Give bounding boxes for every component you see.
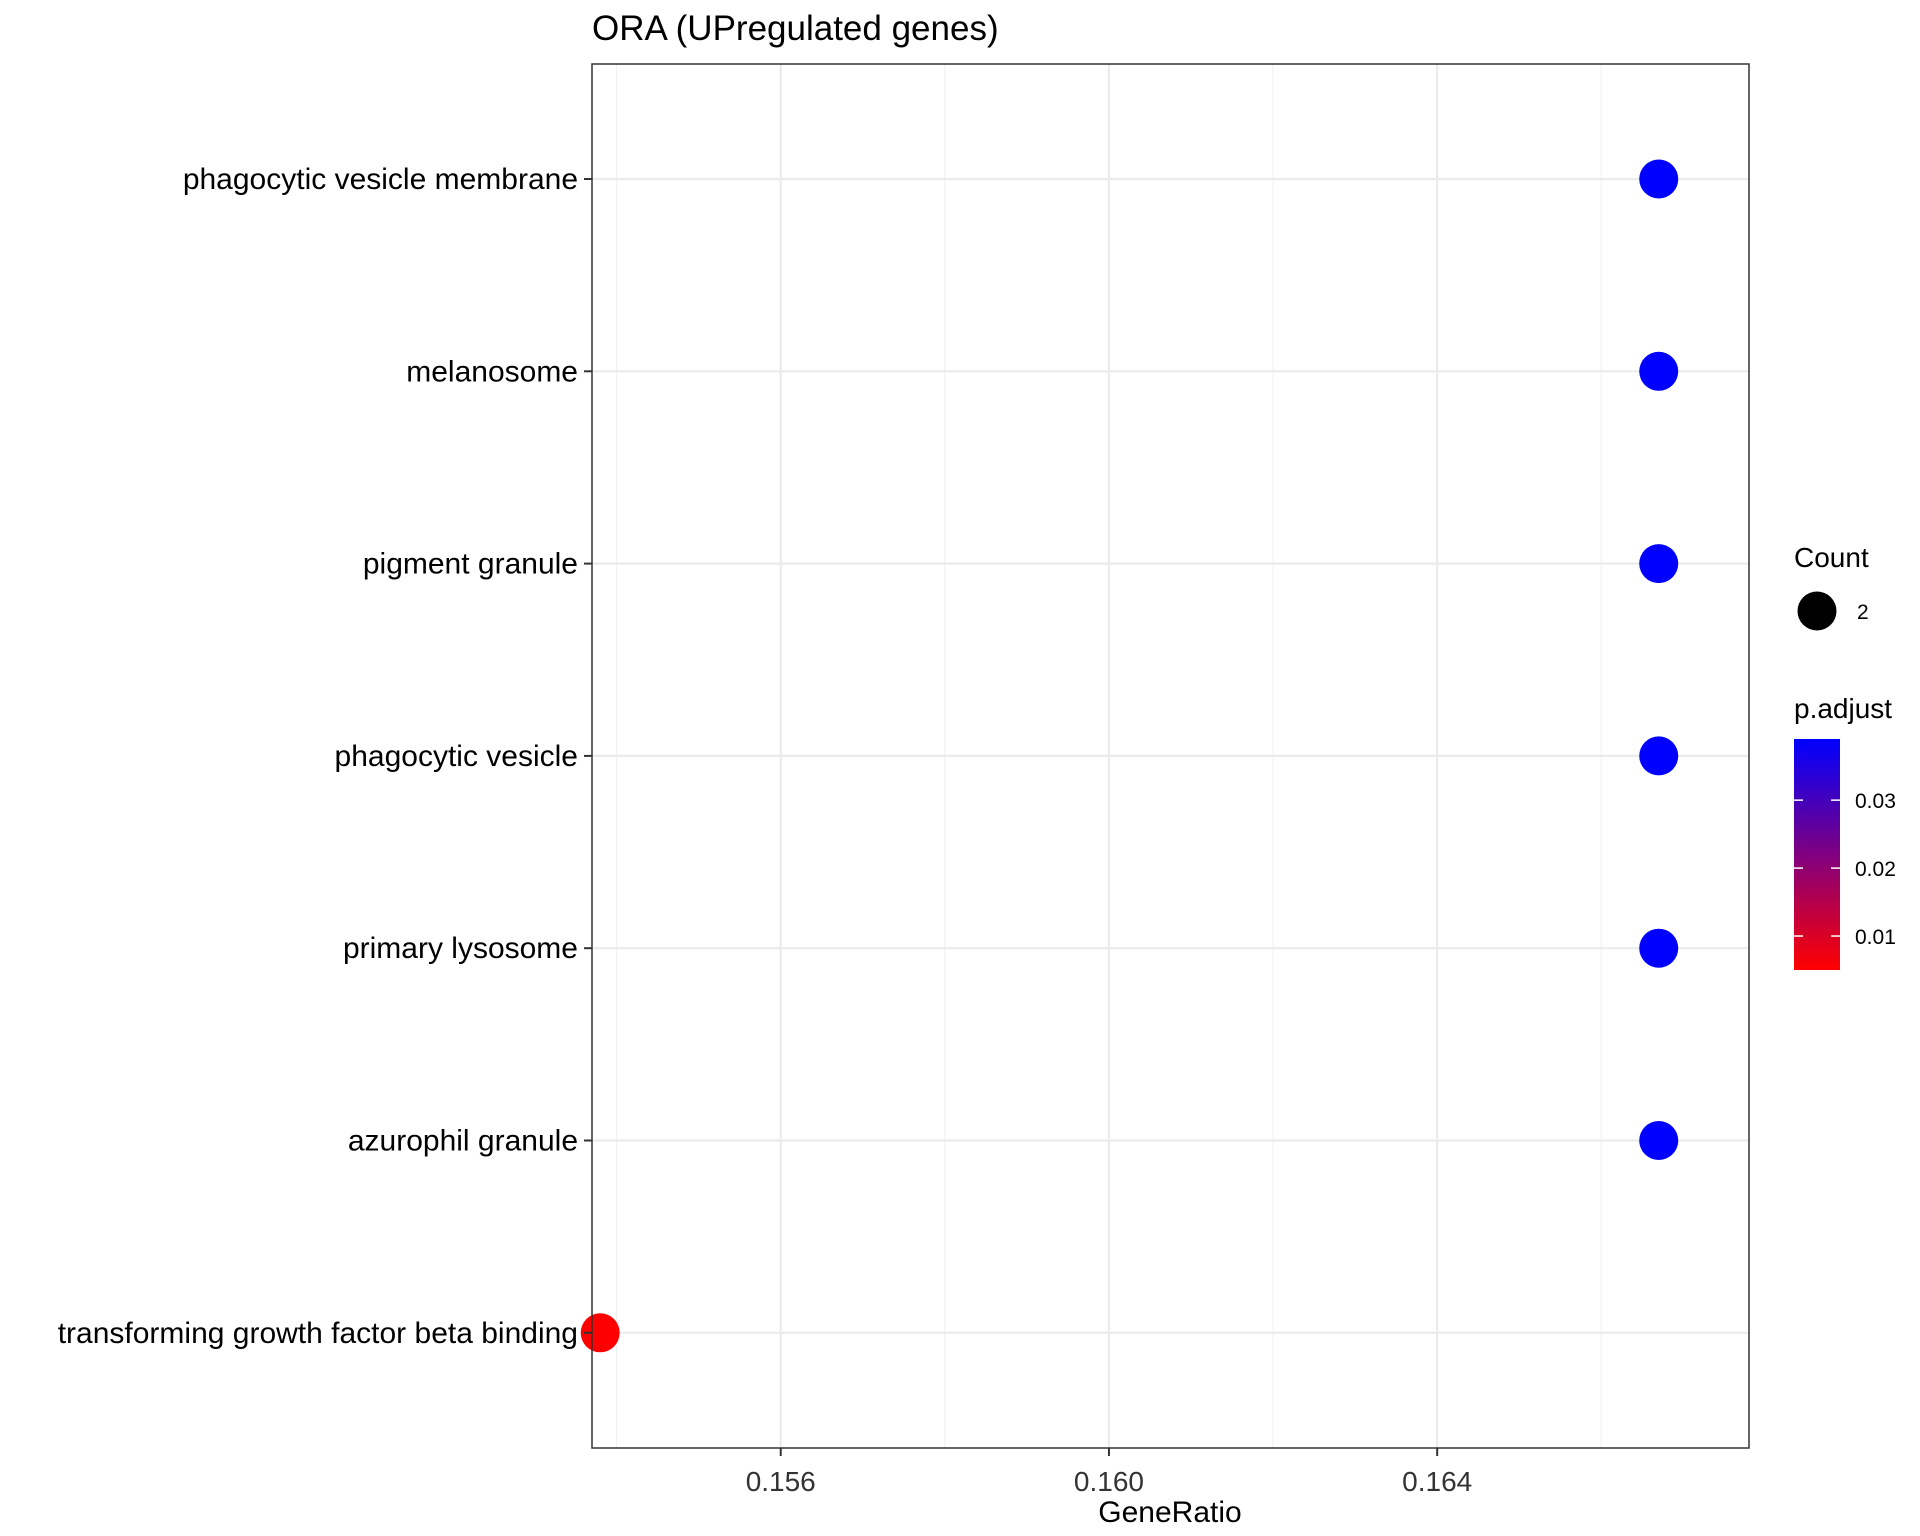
data-point xyxy=(1639,544,1679,584)
count-legend-title: Count xyxy=(1794,542,1869,573)
y-tick-label: pigment granule xyxy=(363,548,578,581)
x-tick-label: 0.164 xyxy=(1402,1466,1472,1497)
padjust-legend-title: p.adjust xyxy=(1794,693,1892,724)
legend: Count 2 p.adjust 0.01 0.02 0.03 xyxy=(1794,542,1896,970)
colorbar-tick-label: 0.01 xyxy=(1855,926,1896,949)
y-tick-label: phagocytic vesicle xyxy=(335,740,578,773)
data-point xyxy=(1639,928,1679,968)
colorbar-tick-label: 0.03 xyxy=(1855,790,1896,813)
x-tick-label: 0.160 xyxy=(1074,1466,1144,1497)
y-axis: phagocytic vesicle membrane melanosome pig… xyxy=(58,163,592,1350)
y-tick-label: phagocytic vesicle membrane xyxy=(183,163,578,196)
padjust-colorbar xyxy=(1794,739,1840,970)
data-point xyxy=(1639,1121,1679,1160)
colorbar-tick-label: 0.02 xyxy=(1855,858,1896,881)
count-legend-key xyxy=(1797,591,1837,631)
y-tick-label: transforming growth factor beta binding xyxy=(58,1317,578,1350)
chart-title: ORA (UPregulated genes) xyxy=(592,9,999,48)
count-legend: 2 xyxy=(1797,591,1869,631)
data-point xyxy=(1639,736,1679,776)
grid-major xyxy=(592,64,1749,1448)
count-legend-label: 2 xyxy=(1857,601,1869,624)
padjust-colorbar-ticks: 0.01 0.02 0.03 xyxy=(1794,790,1896,949)
data-point xyxy=(1639,159,1679,199)
data-point xyxy=(1639,351,1679,391)
data-point xyxy=(580,1313,620,1353)
y-tick-label: primary lysosome xyxy=(343,932,578,965)
data-points xyxy=(580,159,1679,1353)
x-axis: 0.156 0.160 0.164 xyxy=(746,1448,1472,1497)
y-tick-label: melanosome xyxy=(406,355,578,388)
y-tick-label: azurophil granule xyxy=(348,1125,578,1158)
x-axis-title: GeneRatio xyxy=(1098,1496,1241,1529)
x-tick-label: 0.156 xyxy=(746,1466,816,1497)
